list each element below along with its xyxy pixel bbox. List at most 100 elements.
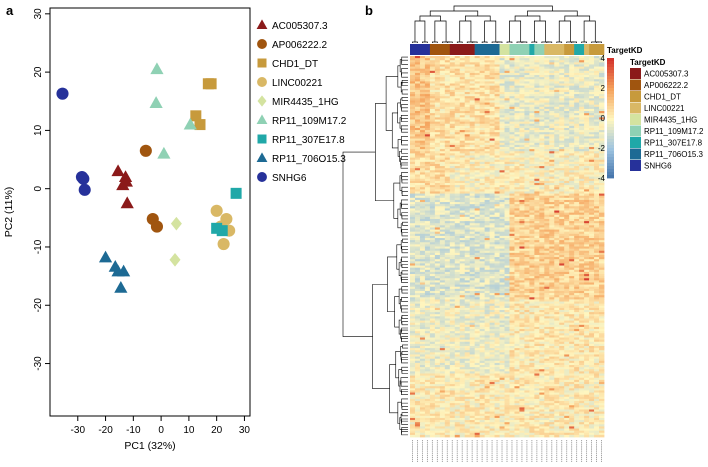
heatmap-cell [549, 168, 555, 171]
heatmap-cell [479, 62, 486, 65]
heatmap-cell [444, 301, 451, 305]
heatmap-cell [569, 168, 575, 171]
heatmap-cell [544, 212, 550, 216]
heatmap-cell [554, 252, 560, 256]
heatmap-cell [424, 233, 431, 237]
heatmap-cell [459, 149, 466, 152]
heatmap-cell [554, 163, 560, 167]
heatmap-cell [524, 288, 530, 292]
heatmap-cell [574, 210, 580, 214]
heatmap-cell [424, 108, 431, 112]
heatmap-cell [504, 218, 510, 222]
heatmap-cell [554, 305, 560, 309]
heatmap-cell [494, 56, 500, 59]
heatmap-cell [594, 299, 600, 302]
heatmap-cell [424, 212, 431, 216]
heatmap-cell [429, 310, 436, 313]
heatmap-cell [549, 172, 555, 175]
heatmap-cell [524, 136, 530, 139]
heatmap-cell [494, 244, 500, 247]
heatmap-cell [484, 261, 490, 264]
heatmap-cell [519, 153, 525, 156]
heatmap-cell [544, 138, 550, 142]
heatmap-cell [494, 246, 500, 250]
heatmap-cell [534, 235, 540, 239]
heatmap-cell [484, 305, 490, 309]
heatmap-cell [514, 267, 520, 271]
heatmap-cell [589, 187, 595, 190]
heatmap-cell [499, 185, 505, 188]
heatmap-cell [424, 136, 431, 139]
heatmap-cell [599, 130, 605, 133]
heatmap-cell [539, 123, 545, 127]
heatmap-cell [514, 206, 520, 209]
heatmap-cell [574, 130, 580, 133]
heatmap-cell [564, 117, 570, 120]
heatmap-cell [464, 163, 471, 167]
heatmap-cell [589, 104, 595, 108]
heatmap-cell [464, 108, 471, 112]
heatmap-cell [564, 225, 570, 228]
heatmap-cell [559, 242, 565, 245]
heatmap-cell [549, 185, 555, 188]
heatmap-cell [574, 117, 580, 120]
heatmap-cell [554, 307, 560, 311]
heatmap-cell [579, 149, 585, 152]
heatmap-cell [499, 144, 505, 148]
heatmap-cell [504, 248, 510, 252]
heatmap-cell [524, 269, 530, 273]
heatmap-cell [414, 58, 421, 61]
heatmap-cell [569, 246, 575, 250]
heatmap-cell [464, 254, 471, 258]
heatmap-cell [524, 199, 530, 203]
heatmap-cell [564, 60, 570, 63]
heatmap-cell [514, 208, 520, 211]
heatmap-cell [449, 223, 456, 226]
heatmap-cell [410, 180, 416, 184]
heatmap-cell [410, 75, 416, 78]
heatmap-cell [524, 310, 530, 313]
heatmap-cell [469, 149, 476, 152]
heatmap-cell [539, 233, 545, 237]
heatmap-cell [524, 240, 530, 243]
heatmap-cell [589, 293, 595, 296]
heatmap-cell [489, 62, 495, 65]
heatmap-cell [449, 159, 456, 163]
heatmap-cell [474, 250, 481, 254]
heatmap-cell [479, 170, 486, 173]
heatmap-cell [514, 134, 520, 137]
heatmap-cell [414, 98, 421, 101]
heatmap-cell [419, 206, 426, 209]
heatmap-cell [524, 185, 530, 188]
heatmap-cell [569, 290, 575, 294]
heatmap-cell [519, 81, 525, 84]
heatmap-cell [479, 155, 486, 158]
heatmap-cell [559, 282, 565, 285]
heatmap-cell [534, 142, 540, 146]
dendrogram-branch [401, 406, 408, 410]
heatmap-cell [494, 204, 500, 207]
heatmap-cell [410, 238, 416, 241]
dendrogram-branch [534, 20, 546, 42]
heatmap-cell [484, 307, 490, 311]
heatmap-cell [539, 96, 545, 99]
heatmap-cell [534, 267, 540, 271]
heatmap-cell [514, 293, 520, 296]
heatmap-cell [554, 295, 560, 298]
heatmap-cell [584, 125, 590, 129]
dendrogram-branch [429, 10, 479, 16]
heatmap-cell [489, 83, 495, 87]
heatmap-cell [579, 216, 585, 220]
heatmap-cell [454, 68, 461, 72]
heatmap-cell [584, 83, 590, 87]
heatmap-cell [539, 238, 545, 241]
heatmap-cell [489, 214, 495, 218]
heatmap-cell [564, 123, 570, 127]
heatmap-cell [489, 223, 495, 226]
heatmap-cell [449, 208, 456, 211]
heatmap-cell [594, 301, 600, 305]
heatmap-cell [559, 233, 565, 237]
heatmap-cell [559, 89, 565, 93]
heatmap-cell [494, 299, 500, 302]
heatmap-cell [564, 121, 570, 125]
